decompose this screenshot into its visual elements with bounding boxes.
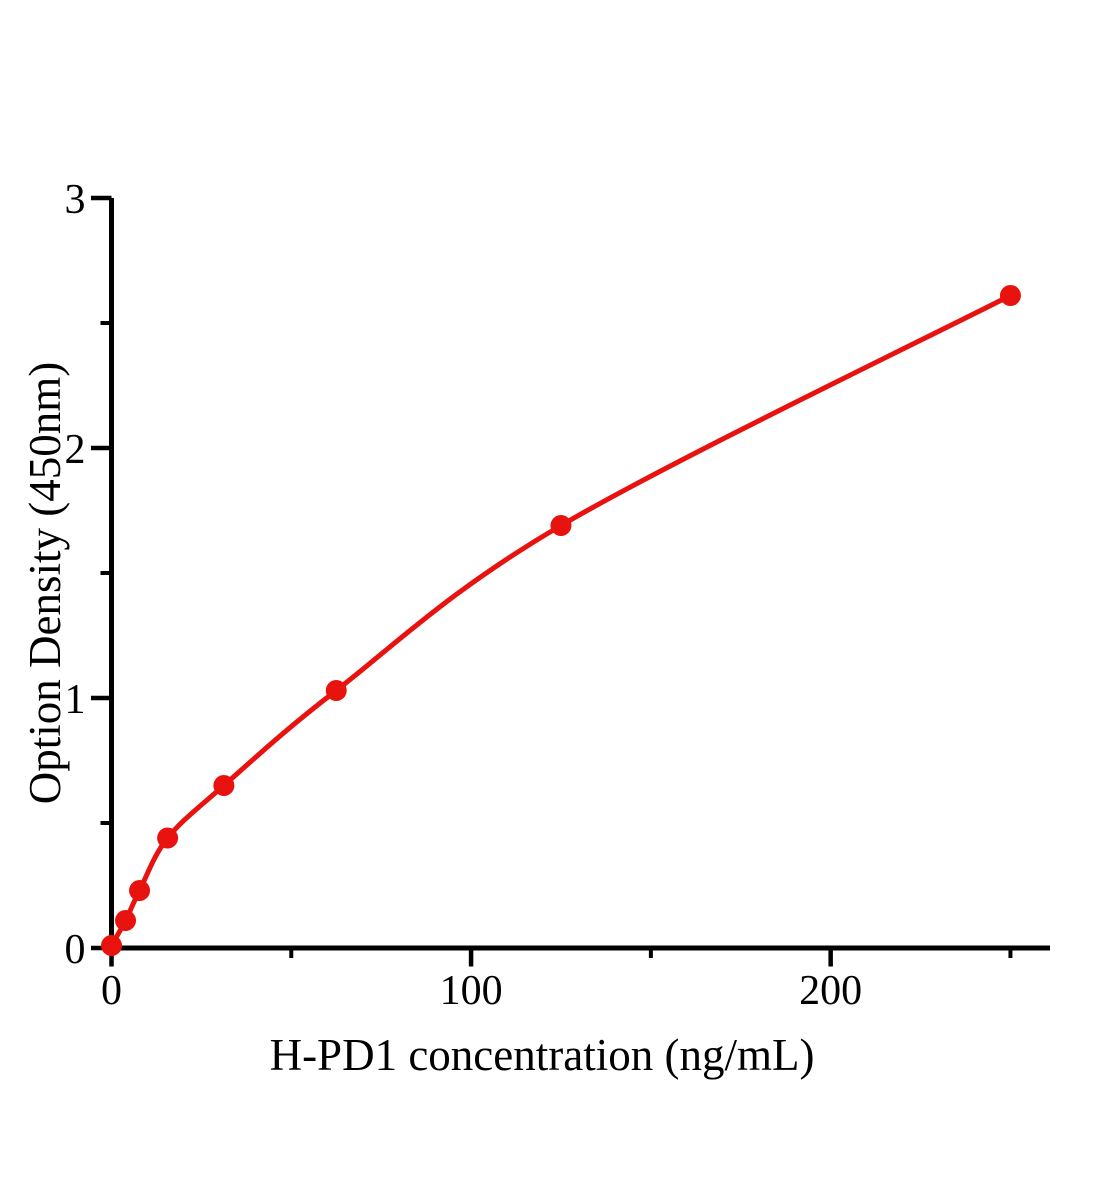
data-point-marker bbox=[325, 680, 347, 701]
x-tick-label: 200 bbox=[799, 968, 862, 1014]
axis-lines bbox=[109, 198, 1050, 951]
x-axis-title: H-PD1 concentration (ng/mL) bbox=[269, 1030, 815, 1080]
y-tick-label: 0 bbox=[65, 927, 86, 973]
y-tick-label: 3 bbox=[65, 177, 86, 223]
data-point-marker bbox=[101, 935, 122, 956]
standard-curve-line bbox=[109, 293, 1013, 948]
data-point-marker bbox=[550, 515, 572, 536]
data-point-marker bbox=[129, 880, 151, 901]
x-tick-label: 0 bbox=[101, 968, 122, 1014]
data-point-marker bbox=[999, 285, 1021, 306]
y-tick-label: 1 bbox=[65, 677, 86, 723]
y-axis-title: Option Density (450nm) bbox=[20, 361, 70, 805]
data-point-marker bbox=[213, 775, 235, 796]
data-point-marker bbox=[157, 827, 179, 849]
y-tick-label: 2 bbox=[65, 427, 86, 473]
x-tick-label: 100 bbox=[440, 968, 503, 1014]
data-point-marker bbox=[115, 910, 137, 931]
